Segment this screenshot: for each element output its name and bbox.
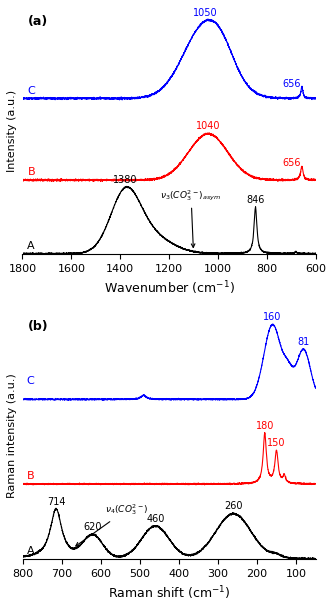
Text: B: B (26, 471, 34, 481)
Text: (b): (b) (28, 320, 49, 333)
Text: $\nu_3(CO_3^{2-})_{asym}$: $\nu_3(CO_3^{2-})_{asym}$ (161, 188, 221, 247)
Text: 160: 160 (263, 312, 282, 322)
Text: B: B (27, 167, 35, 177)
Text: 620: 620 (84, 522, 102, 532)
Text: 180: 180 (255, 421, 274, 431)
Text: (a): (a) (28, 15, 49, 28)
Text: 81: 81 (297, 337, 310, 347)
Text: 460: 460 (146, 514, 165, 524)
Text: 846: 846 (246, 195, 265, 205)
Text: 656: 656 (282, 158, 301, 168)
Text: $\nu_4(CO_3^{2-})$: $\nu_4(CO_3^{2-})$ (76, 502, 148, 546)
Text: 1040: 1040 (196, 121, 220, 132)
Y-axis label: Intensity (a.u.): Intensity (a.u.) (7, 90, 17, 172)
Text: 260: 260 (224, 501, 243, 512)
Text: 1050: 1050 (193, 9, 218, 18)
Text: 656: 656 (282, 79, 301, 89)
Text: C: C (27, 86, 35, 96)
Text: A: A (26, 546, 34, 556)
X-axis label: Raman shift (cm$^{-1}$): Raman shift (cm$^{-1}$) (108, 585, 230, 602)
Text: 1380: 1380 (113, 175, 137, 185)
X-axis label: Wavenumber (cm$^{-1}$): Wavenumber (cm$^{-1}$) (104, 280, 234, 297)
Text: A: A (27, 241, 35, 251)
Text: C: C (26, 376, 34, 386)
Text: 714: 714 (47, 496, 65, 507)
Y-axis label: Raman intensity (a.u.): Raman intensity (a.u.) (7, 373, 17, 498)
Text: 150: 150 (267, 438, 286, 448)
